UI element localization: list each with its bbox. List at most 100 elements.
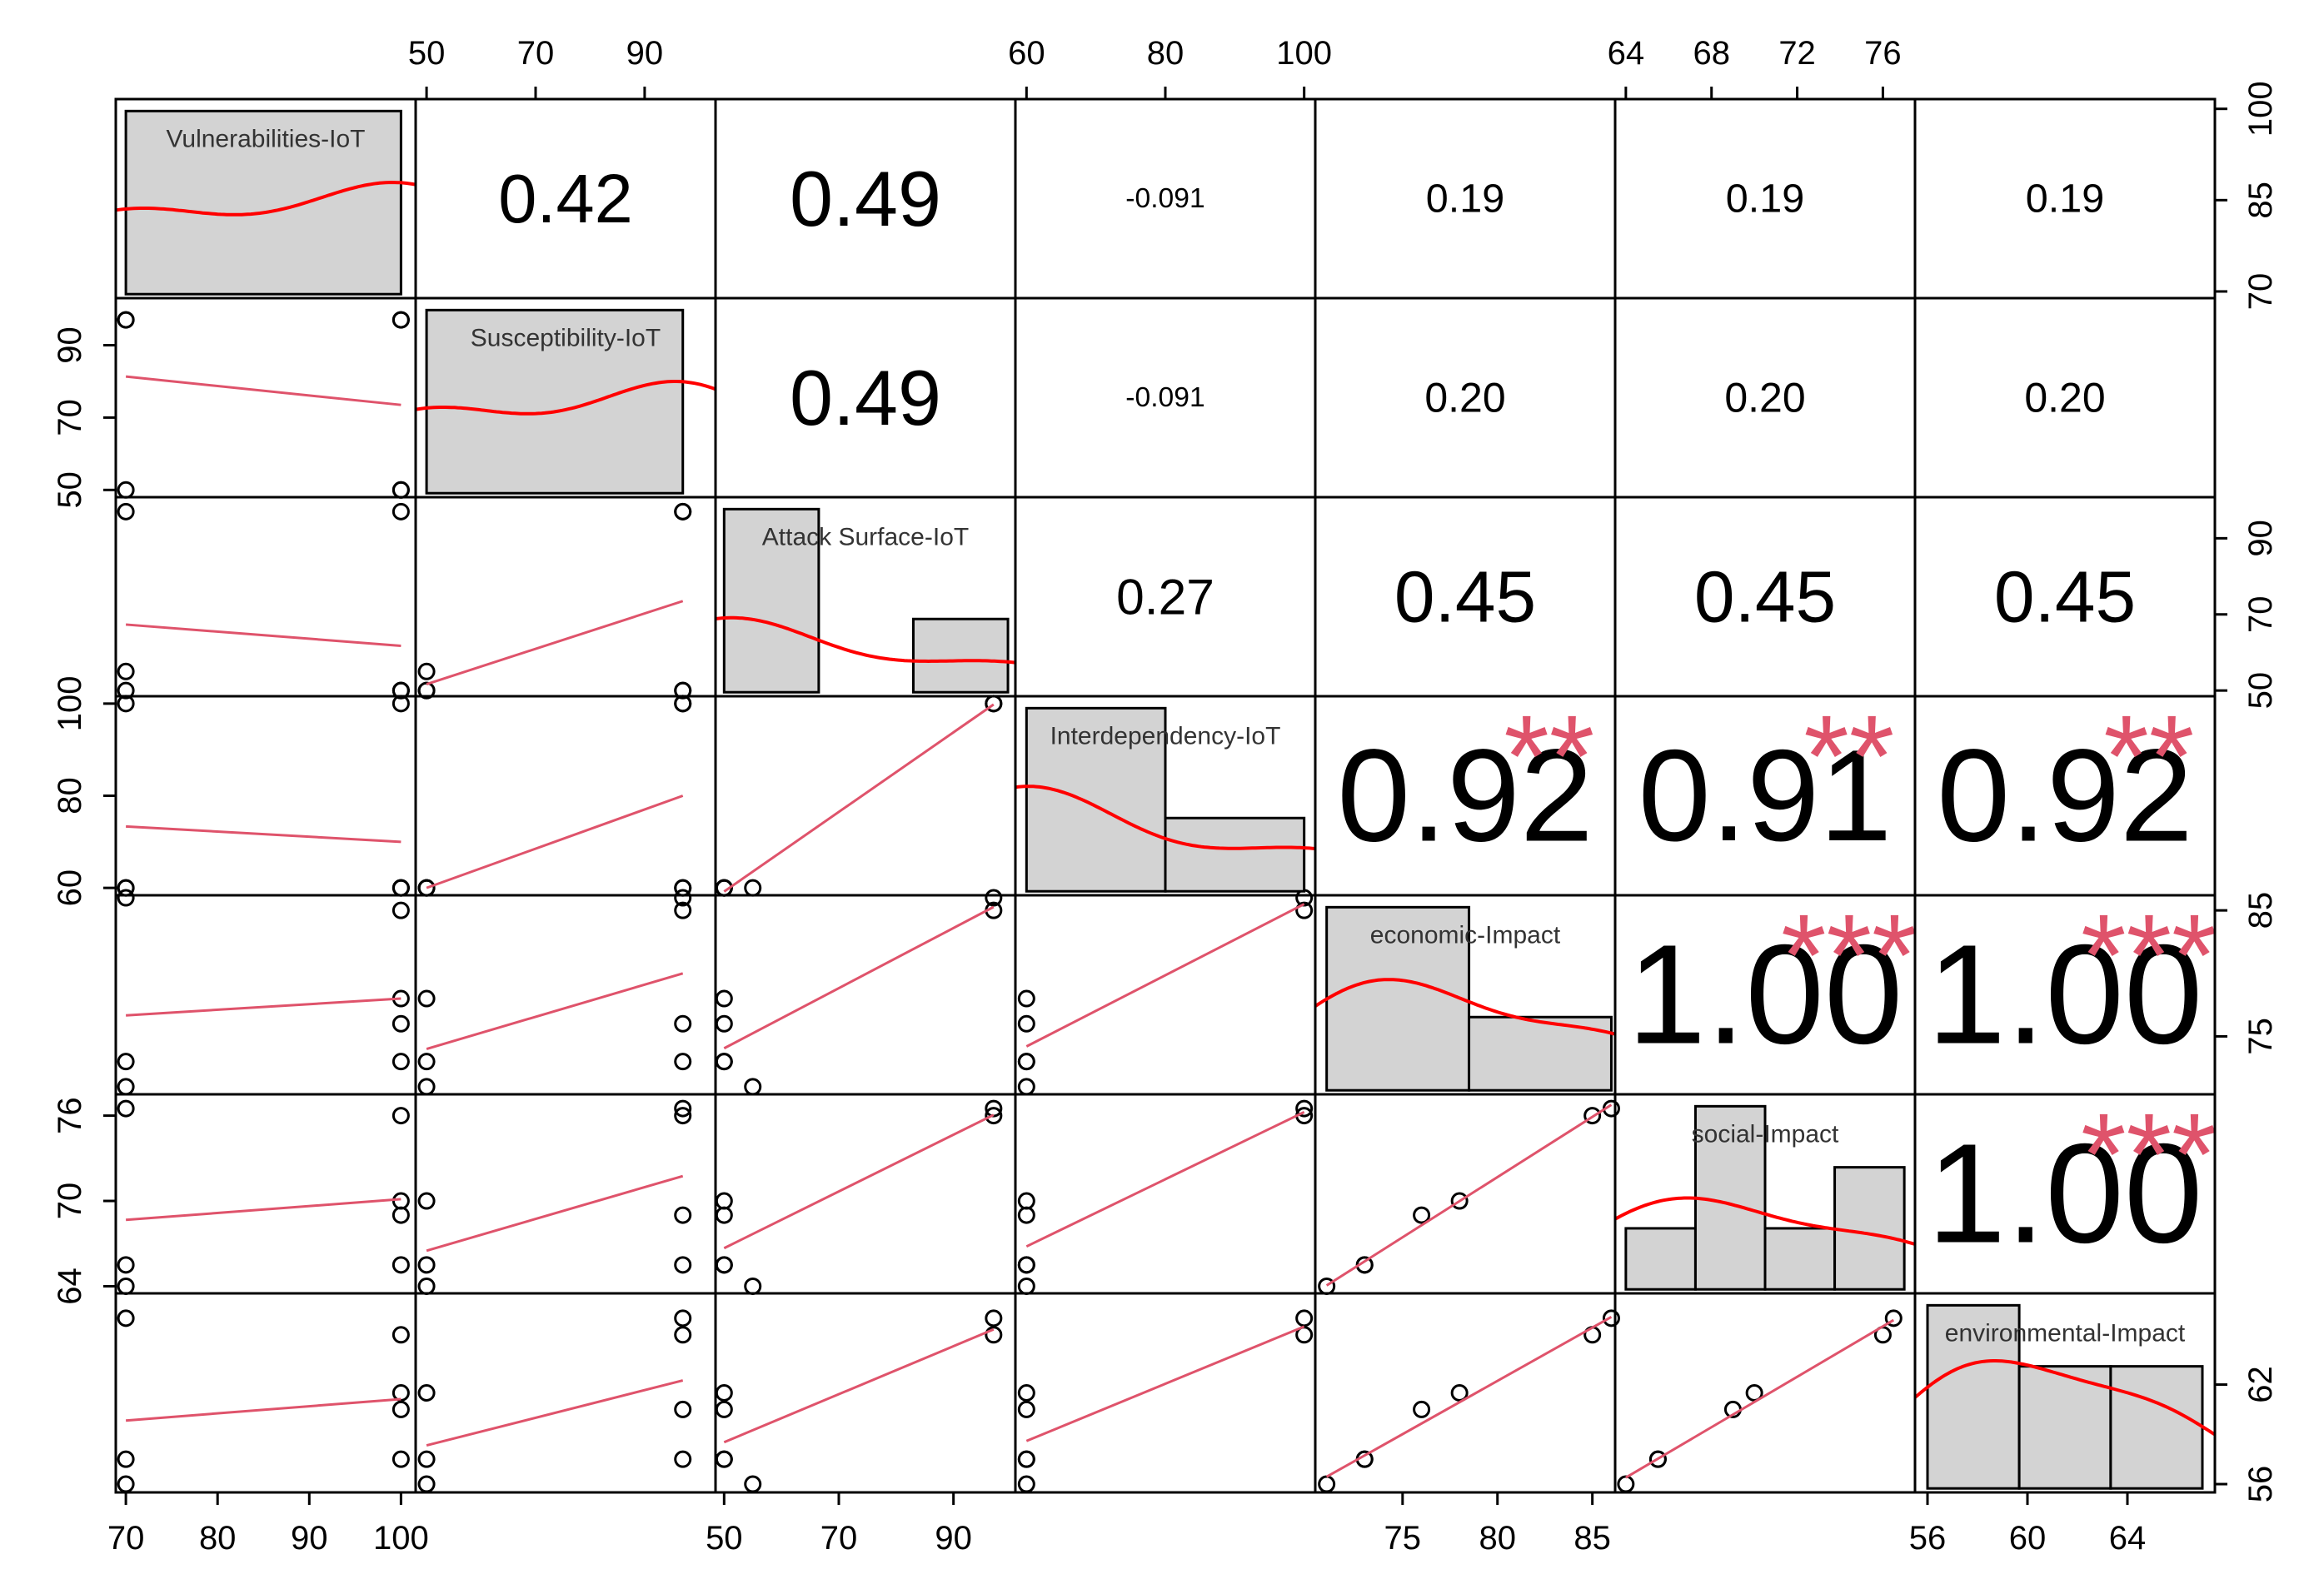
panel-frame [714,1093,1017,1295]
correlation-label: 1.00 [1628,916,1903,1074]
x-tick-label: 60 [1008,35,1045,72]
histogram-bar [425,308,685,495]
variable-label: Attack Surface-IoT [762,523,969,550]
y-tick-label: 50 [2242,672,2279,710]
panel-frame [414,1093,717,1295]
histogram-bar [911,617,1010,694]
scatter-point [391,1107,410,1125]
smooth-line [426,1379,684,1447]
correlation-label: 1.00 [1928,916,2203,1074]
variable-label: Vulnerabilities-IoT [167,125,366,152]
scatter-point [117,1078,135,1096]
scatter-point [1017,1256,1035,1274]
variable-label: Susceptibility-IoT [471,324,661,351]
scatter-point [674,502,692,521]
scatter-point [417,989,436,1008]
scatter-point [1017,1078,1035,1096]
panel-frame [714,1292,1017,1494]
panel-frame [1014,1292,1317,1494]
panel-frame [714,894,1017,1096]
histogram-bar [1025,706,1167,893]
scatter-point [674,1099,692,1118]
density-curve [1913,1359,2217,1437]
scatter-point [1017,1384,1035,1402]
x-tick-label: 72 [1778,35,1816,72]
correlation-label: -0.091 [1125,183,1204,214]
panel-frame [1913,1292,2217,1494]
scatter-point [391,1450,410,1468]
smooth-line [723,1328,995,1444]
scatter-point [674,901,692,919]
correlation-label: 0.20 [1724,375,1805,421]
scatter-point [391,1053,410,1071]
scatter-point [715,989,733,1008]
x-tick-label: 70 [517,35,555,72]
y-tick-label: 56 [2242,1466,2279,1503]
scatter-point [391,1192,410,1210]
x-tick-label: 80 [199,1520,237,1557]
panel-frame [414,695,717,897]
scatter-point [391,1400,410,1418]
x-tick-label: 80 [1147,35,1184,72]
smooth-line [1025,903,1305,1048]
scatter-point [117,1475,135,1493]
correlation-label: 0.20 [2024,375,2105,421]
scatter-point [1017,989,1035,1008]
panel-frame [1613,1292,1917,1494]
variable-label: social-Impact [1692,1120,1839,1148]
y-tick-label: 64 [52,1268,88,1305]
panel-frame [414,894,717,1096]
x-tick-label: 70 [107,1520,145,1557]
y-tick-label: 100 [2242,81,2279,137]
panel-frame [414,1292,717,1494]
smooth-line [426,972,684,1050]
scatter-point [1017,1277,1035,1295]
smooth-line [125,1198,401,1222]
scatter-point [117,889,135,907]
panel-frame [114,1093,417,1295]
scatter-point [1295,901,1314,919]
x-tick-label: 56 [1909,1520,1947,1557]
scatter-point [985,889,1003,907]
scatter-point [391,1206,410,1224]
scatter-point [1017,1475,1035,1493]
scatter-point [391,1326,410,1344]
scatter-point [744,1475,762,1493]
smooth-line [125,375,401,406]
scatter-point [744,879,762,897]
smooth-line [426,795,684,889]
correlation-label: 0.45 [1694,556,1836,638]
scatter-point [117,1309,135,1328]
scatter-point [1583,1107,1602,1125]
x-tick-label: 90 [626,35,664,72]
density-curve [1614,1196,1916,1246]
scatter-point [391,879,410,897]
panel-frame [114,695,417,897]
scatter-point [674,1053,692,1071]
scatter-point [1017,1192,1035,1210]
histogram-bar [1164,816,1306,893]
x-tick-label: 100 [1276,35,1332,72]
density-curve [115,180,416,217]
scatter-point [674,681,692,700]
scatter-point [1017,1053,1035,1071]
y-tick-label: 60 [52,869,88,907]
significance-stars: ** [1803,690,1894,821]
x-tick-label: 75 [1384,1520,1422,1557]
smooth-line [126,824,401,844]
scatter-point [391,502,410,521]
scatter-point [1017,1400,1035,1418]
scatter-point [417,1384,436,1402]
density-curve [1314,978,1616,1036]
scatter-point [1413,1206,1431,1224]
scatter-point [674,1450,692,1468]
scatter-point [417,1277,436,1295]
x-tick-label: 60 [2009,1520,2047,1557]
scatter-point [391,1384,410,1402]
significance-stars: *** [2081,889,2217,1020]
smooth-line [723,905,995,1050]
smooth-line [426,600,684,685]
scatter-point [715,1400,733,1418]
variable-label: economic-Impact [1370,921,1561,949]
